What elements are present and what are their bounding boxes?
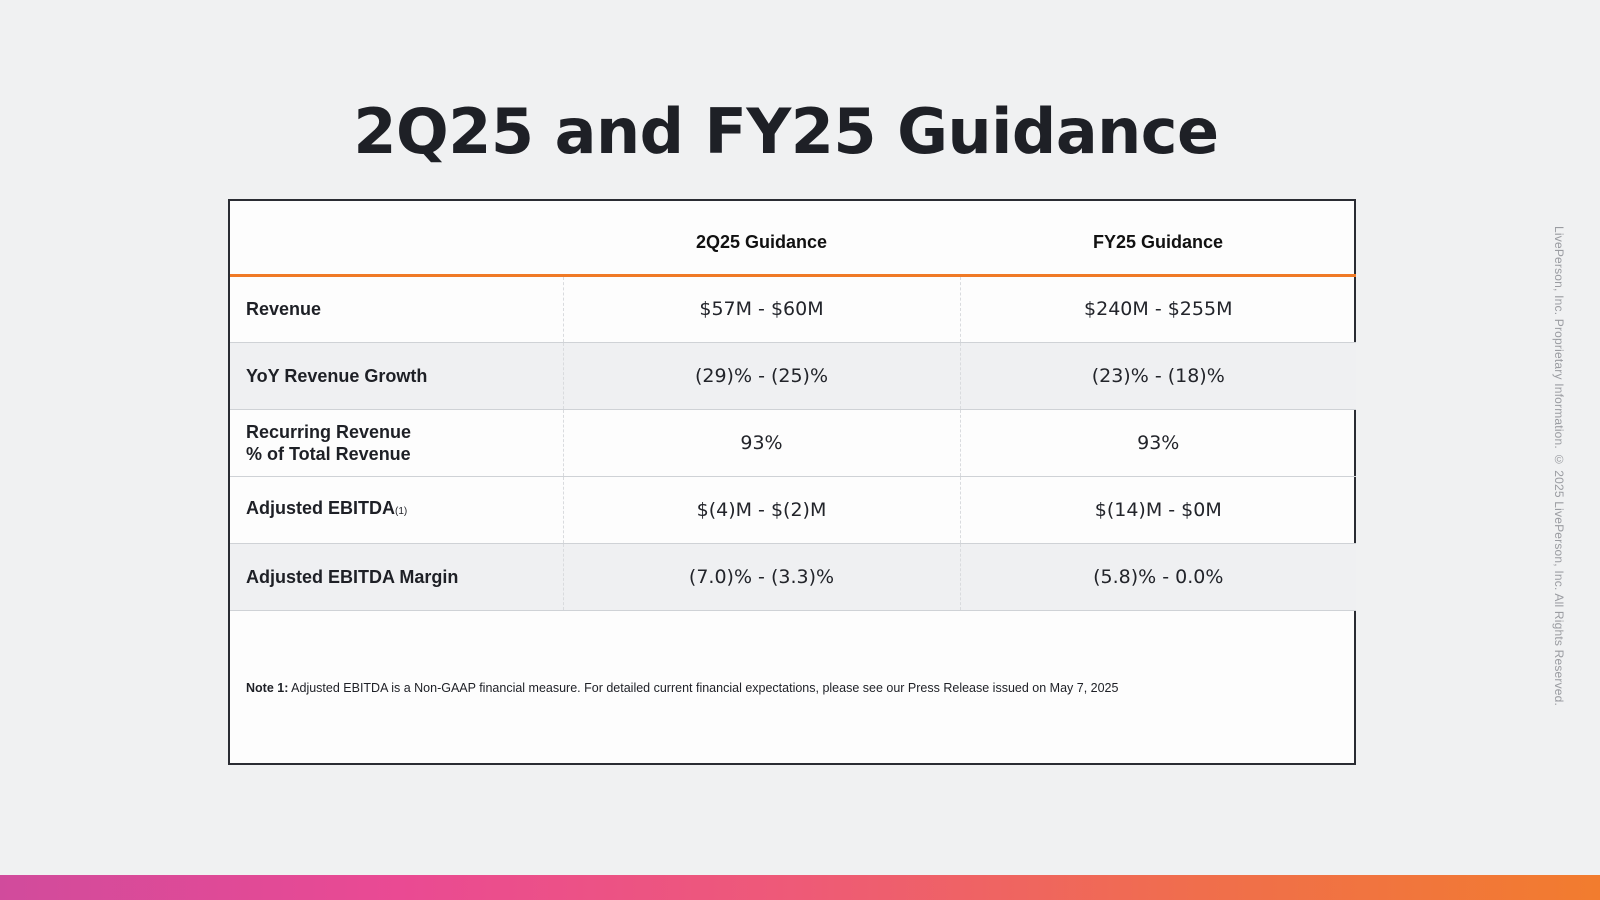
cell-2q25: 93% bbox=[562, 409, 960, 477]
row-label: Adjusted EBITDA(1) bbox=[230, 476, 563, 544]
header-empty-cell bbox=[230, 201, 563, 277]
cell-fy25: (23)% - (18)% bbox=[959, 342, 1356, 410]
guidance-table-card: 2Q25 Guidance FY25 Guidance Revenue $57M… bbox=[228, 199, 1356, 765]
table-row-recurring-revenue: Recurring Revenue % of Total Revenue 93%… bbox=[230, 409, 1356, 477]
cell-2q25: (29)% - (25)% bbox=[562, 342, 960, 410]
cell-2q25: $(4)M - $(2)M bbox=[562, 476, 960, 544]
row-label: YoY Revenue Growth bbox=[230, 342, 563, 410]
cell-fy25: 93% bbox=[959, 409, 1356, 477]
cell-2q25: (7.0)% - (3.3)% bbox=[562, 543, 960, 611]
table-row-adjusted-ebitda-margin: Adjusted EBITDA Margin (7.0)% - (3.3)% (… bbox=[230, 543, 1356, 611]
row-label: Recurring Revenue % of Total Revenue bbox=[230, 409, 563, 477]
row-label-text: Adjusted EBITDA bbox=[246, 497, 396, 518]
footnote-prefix: Note 1: bbox=[246, 681, 289, 695]
table-row-adjusted-ebitda: Adjusted EBITDA(1) $(4)M - $(2)M $(14)M … bbox=[230, 476, 1356, 544]
table-header-row: 2Q25 Guidance FY25 Guidance bbox=[230, 201, 1356, 277]
row-label-line-1: Recurring Revenue bbox=[246, 421, 412, 442]
cell-fy25: $240M - $255M bbox=[959, 275, 1356, 343]
header-2q25-guidance: 2Q25 Guidance bbox=[563, 201, 960, 277]
footnote-text: Adjusted EBITDA is a Non-GAAP financial … bbox=[288, 681, 1119, 695]
cell-fy25: $(14)M - $0M bbox=[959, 476, 1356, 544]
row-label-line-2: % of Total Revenue bbox=[246, 443, 411, 464]
cell-fy25: (5.8)% - 0.0% bbox=[959, 543, 1356, 611]
row-label: Adjusted EBITDA Margin bbox=[230, 543, 563, 611]
guidance-table: 2Q25 Guidance FY25 Guidance Revenue $57M… bbox=[230, 201, 1356, 611]
table-row-revenue: Revenue $57M - $60M $240M - $255M bbox=[230, 275, 1356, 343]
footnote: Note 1: Adjusted EBITDA is a Non-GAAP fi… bbox=[246, 681, 1118, 695]
row-label: Revenue bbox=[230, 275, 563, 343]
page-title: 2Q25 and FY25 Guidance bbox=[353, 95, 1219, 168]
table-row-yoy-growth: YoY Revenue Growth (29)% - (25)% (23)% -… bbox=[230, 342, 1356, 410]
cell-2q25: $57M - $60M bbox=[562, 275, 960, 343]
header-fy25-guidance: FY25 Guidance bbox=[960, 201, 1356, 277]
copyright-notice: LivePerson, Inc. Proprietary Information… bbox=[1552, 226, 1566, 707]
footnote-marker: (1) bbox=[395, 505, 408, 517]
brand-gradient-bar bbox=[0, 875, 1600, 900]
